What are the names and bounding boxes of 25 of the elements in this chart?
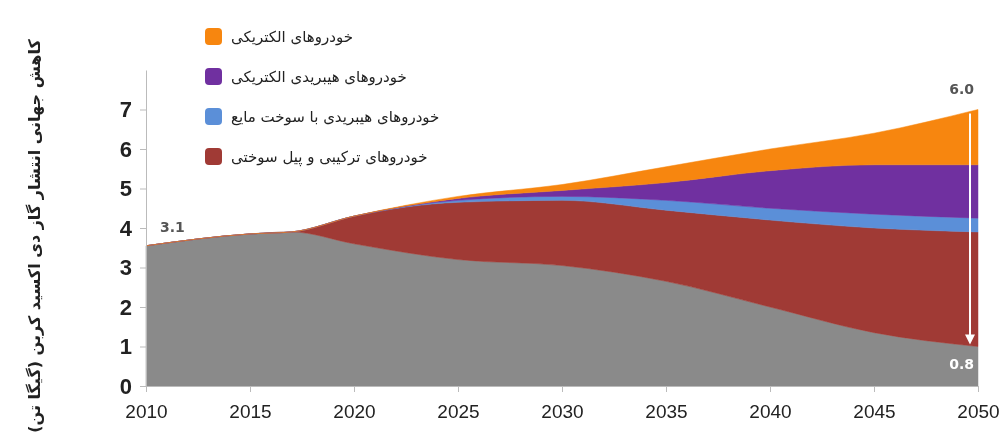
y-tick-label: 1: [119, 334, 132, 360]
x-tick-label: 2040: [749, 400, 792, 422]
y-tick-label: 0: [119, 373, 132, 399]
x-tick-label: 2050: [957, 400, 1000, 422]
x-tick-label: 2030: [541, 400, 584, 422]
y-tick-label: 5: [119, 176, 132, 202]
y-tick-label: 4: [119, 215, 133, 241]
x-tick-label: 2020: [333, 400, 376, 422]
x-tick-label: 2015: [229, 400, 272, 422]
x-tick-label: 2010: [125, 400, 168, 422]
y-axis-title: کاهش جهانی انتشار گاز دی اکسید کربن (گیگا تن): [25, 38, 44, 433]
annotation: 6.0: [949, 80, 975, 97]
y-tick-label: 3: [119, 255, 132, 281]
x-tick-label: 2025: [437, 400, 480, 422]
legend-label: خودروهای هیبریدی با سوخت مایع: [231, 108, 440, 126]
legend-label: خودروهای هیبریدی الکتریکی: [231, 68, 407, 86]
y-tick-label: 6: [119, 136, 132, 162]
legend-label: خودروهای ترکیبی و پیل سوختی: [231, 148, 428, 167]
annotation: 3.1: [160, 218, 185, 235]
annotation: 0.8: [949, 355, 974, 372]
y-tick-label: 7: [119, 97, 132, 123]
x-tick-label: 2045: [853, 400, 896, 422]
x-tick-label: 2035: [645, 400, 688, 422]
legend-label: خودروهای الکتریکی: [231, 28, 353, 46]
y-tick-label: 2: [119, 294, 132, 320]
